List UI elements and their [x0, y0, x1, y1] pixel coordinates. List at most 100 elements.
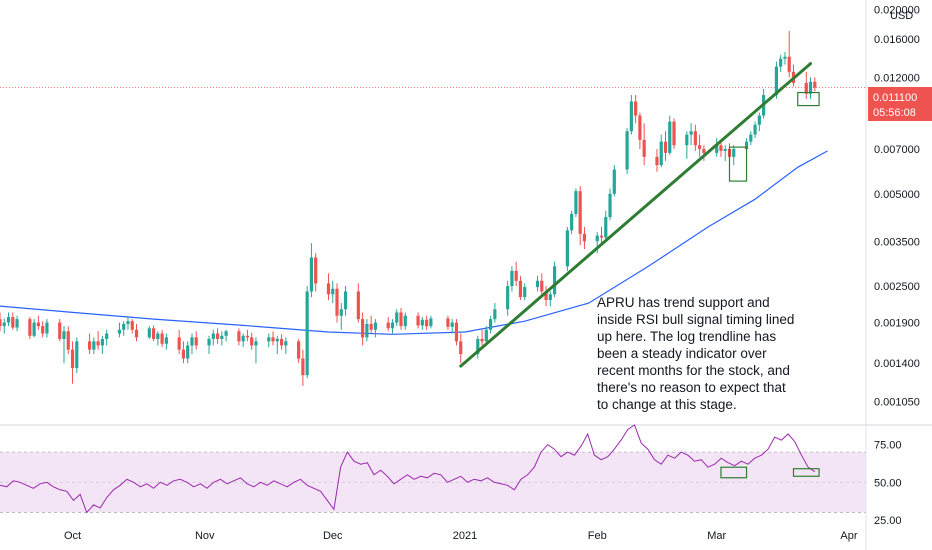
candle-up: [523, 283, 527, 301]
candle-body: [190, 337, 194, 346]
candle-body: [58, 322, 62, 339]
candle-down: [36, 315, 40, 330]
candle-up: [117, 322, 122, 338]
candle-up: [365, 319, 369, 342]
candle-body: [723, 149, 727, 151]
candle-body: [552, 266, 557, 295]
candle-body: [642, 139, 646, 157]
candle-down: [655, 149, 659, 172]
candle-up: [147, 326, 151, 339]
highlight-box: [797, 91, 820, 107]
candle-body: [595, 235, 599, 242]
candle-down: [11, 312, 15, 330]
candle-down: [41, 321, 45, 338]
candle-down: [634, 95, 638, 124]
candle-down: [279, 334, 284, 350]
candle-down: [693, 124, 697, 151]
candle-body: [11, 317, 15, 328]
candle-body: [638, 115, 642, 140]
candle-down: [361, 312, 365, 346]
price-tick-label: 0.016000: [874, 34, 920, 46]
candle-down: [301, 349, 305, 386]
candle-up: [309, 243, 314, 298]
candle-up: [241, 333, 245, 348]
candle-down: [250, 332, 254, 350]
candle-body: [783, 56, 787, 59]
candle-body: [87, 341, 92, 350]
candle-up: [186, 341, 190, 364]
rsi-highlight-box: [792, 468, 820, 477]
candle-down: [151, 325, 156, 342]
last-price-tag: 0.011100 05:56:08: [868, 87, 932, 121]
candle-body: [361, 319, 365, 338]
candle-body: [66, 331, 70, 350]
candle-body: [753, 124, 757, 135]
candle-body: [454, 322, 459, 342]
candle-body: [757, 115, 761, 125]
candle-body: [215, 333, 220, 339]
candle-body: [305, 291, 309, 376]
candle-body: [612, 169, 616, 194]
candle-up: [689, 123, 693, 146]
candle-body: [476, 338, 480, 355]
candle-up: [574, 188, 578, 217]
candle-down: [638, 112, 642, 150]
candle-down: [804, 71, 808, 99]
rsi-band: [0, 452, 866, 513]
price-tick-label: 0.012000: [874, 72, 920, 84]
candle-down: [672, 118, 676, 150]
time-tick-label: 2021: [453, 530, 477, 542]
candle-body: [164, 337, 168, 344]
candle-body: [599, 235, 604, 238]
candle-body: [655, 156, 659, 166]
candle-body: [659, 141, 663, 166]
candle-down: [297, 338, 301, 364]
candle-body: [356, 291, 360, 320]
candle-body: [326, 283, 331, 295]
currency-label: USD: [890, 10, 913, 22]
candle-up: [749, 131, 753, 146]
annotation-line-7: to change at this stage.: [597, 397, 737, 412]
candle-down: [813, 77, 817, 92]
candle-body: [309, 257, 314, 292]
candle-down: [87, 333, 92, 355]
candle-body: [702, 149, 706, 153]
candle-up: [267, 333, 271, 348]
candle-body: [241, 335, 245, 342]
candle-body: [207, 338, 211, 346]
candle-up: [548, 291, 552, 307]
candle-body: [2, 322, 6, 327]
price-tick-label: 0.003500: [874, 236, 920, 248]
candle-body: [220, 335, 224, 339]
candle-up: [668, 115, 672, 155]
annotation-line-1: APRU has trend support and: [597, 295, 770, 310]
candle-up: [190, 333, 194, 355]
candle-body: [804, 82, 808, 94]
candle-up: [612, 165, 616, 197]
time-tick-label: Oct: [64, 530, 81, 542]
candle-body: [774, 66, 779, 96]
candle-down: [454, 319, 459, 346]
candle-body: [578, 191, 582, 234]
candle-down: [399, 307, 403, 330]
candle-body: [663, 141, 668, 153]
candle-body: [510, 270, 514, 287]
time-tick-label: Nov: [195, 530, 215, 542]
candle-body: [194, 337, 198, 346]
candle-down: [0, 312, 2, 332]
candle-up: [156, 331, 160, 346]
candle-body: [689, 131, 693, 135]
candle-up: [331, 280, 335, 304]
candle-down: [698, 134, 702, 157]
candle-body: [15, 319, 19, 328]
candle-up: [15, 315, 19, 332]
candle-body: [237, 331, 241, 342]
candle-down: [642, 123, 646, 166]
candle-body: [284, 341, 288, 346]
candle-down: [480, 329, 484, 346]
candle-body: [484, 329, 488, 342]
candle-down: [544, 286, 548, 307]
candle-down: [181, 341, 186, 364]
last-price-value: 0.011100: [873, 92, 917, 104]
